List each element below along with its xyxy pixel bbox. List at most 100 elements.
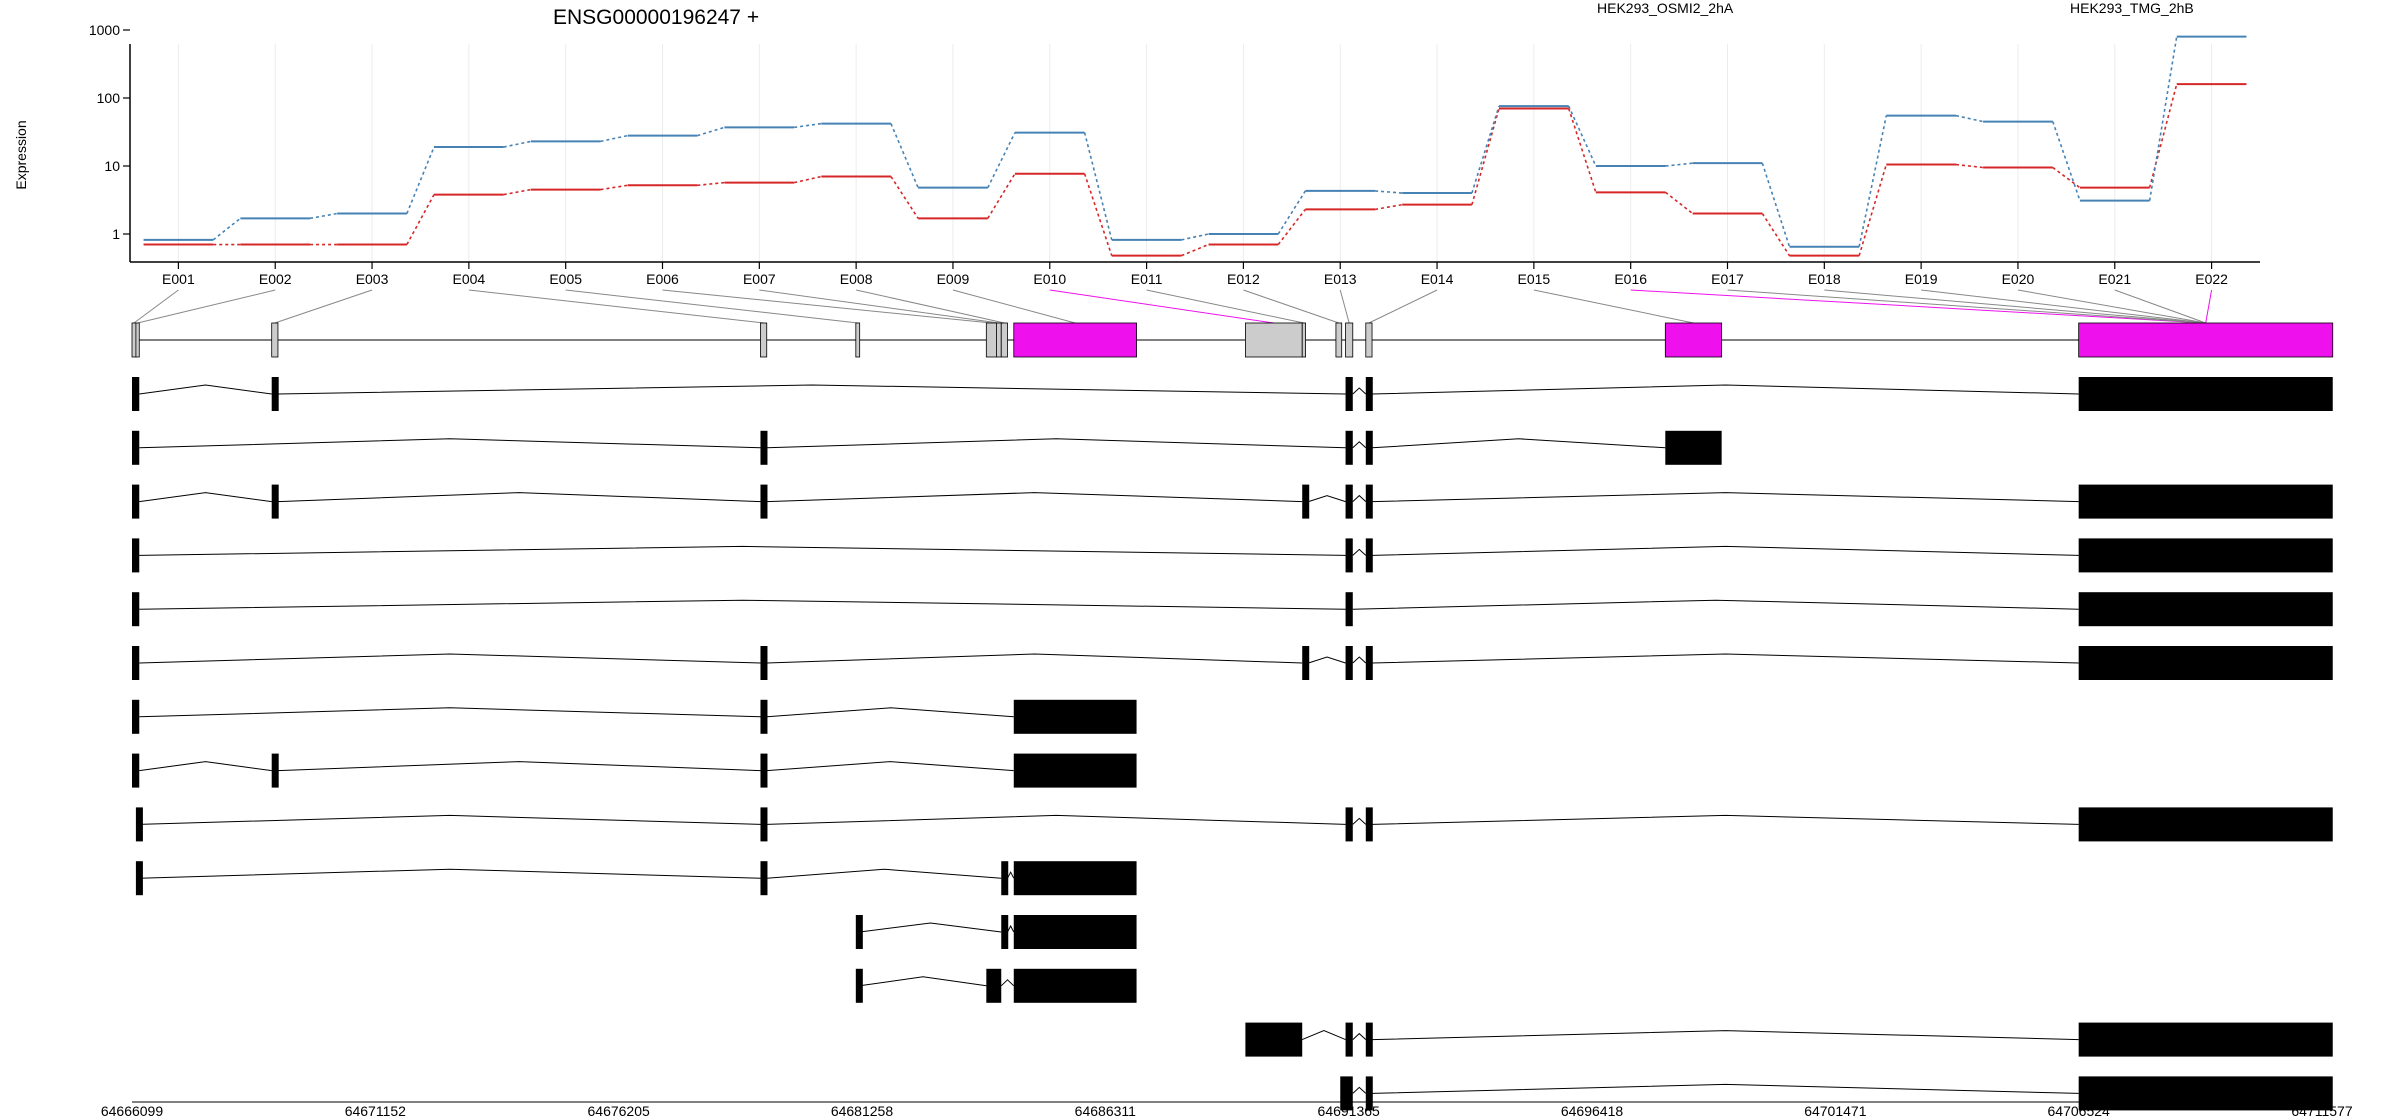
transcript-intron (766, 868, 1002, 879)
transcript-intron (766, 761, 1014, 772)
gene-model-exon (2078, 322, 2334, 358)
series-connector (1955, 114, 1984, 123)
transcript-exon (271, 753, 279, 788)
series-connector (503, 140, 531, 148)
transcript-intron (1352, 387, 1367, 395)
transcript-exon (2078, 538, 2333, 573)
transcript-exon (1345, 377, 1353, 411)
transcript-intron (1007, 924, 1015, 933)
transcript-intron (1308, 656, 1346, 664)
transcript-exon (1001, 915, 1009, 949)
series-connector (1277, 208, 1307, 246)
exon-connector-line (1630, 289, 2206, 324)
gene-model-exon (1345, 322, 1354, 358)
series-1 (143, 83, 2247, 257)
gene-model-exon (1000, 322, 1008, 358)
transcript-exon (760, 430, 768, 465)
series-connector (1955, 163, 1984, 169)
exon-connector-line (1368, 289, 1438, 324)
transcript-intron (1352, 441, 1367, 449)
series-connector (212, 217, 241, 241)
transcript-6 (132, 646, 2333, 680)
y-tick-label: 10 (104, 158, 120, 174)
transcript-exon (132, 646, 140, 680)
x-tick-label-e020: E020 (2002, 271, 2035, 287)
gene-model-exon (131, 322, 137, 358)
transcript-13 (1245, 1022, 2333, 1057)
x-tick-label-e014: E014 (1421, 271, 1454, 287)
transcript-intron (859, 976, 987, 987)
x-tick-label-e017: E017 (1711, 271, 1744, 287)
series-connector (1858, 164, 1888, 256)
x-tick-label-e019: E019 (1905, 271, 1938, 287)
transcript-intron (1372, 814, 2079, 825)
gene-model-exon (1244, 322, 1303, 358)
series-connector (2052, 121, 2081, 201)
series-connector (1761, 213, 1791, 257)
transcript-exon (1001, 861, 1009, 896)
transcript-exon (1245, 1022, 1303, 1057)
transcript-exon (1345, 646, 1353, 680)
transcript-intron (1352, 1086, 1367, 1094)
transcript-exon (2078, 1022, 2333, 1057)
exon-connector-lines (133, 289, 2213, 324)
transcript-intron (766, 707, 1014, 718)
transcript-intron (1372, 1030, 2079, 1041)
transcript-intron (139, 707, 761, 718)
transcript-exon (986, 968, 1002, 1003)
x-tick-label-e002: E002 (259, 271, 292, 287)
transcript-intron (139, 492, 272, 503)
series-connector (987, 173, 1016, 219)
transcript-9 (135, 807, 2333, 842)
transcript-exon (2078, 807, 2333, 842)
genomic-coordinate-axis: 64666099 64671152 64676205 64681258 64686311… (101, 1101, 2353, 1119)
transcript-exon (132, 753, 140, 788)
series-connector (1858, 115, 1888, 247)
gene-model-exon (760, 322, 768, 358)
exon-connector-line (1533, 289, 1694, 324)
transcript-exon (1365, 646, 1373, 680)
exon-connector-line (2017, 289, 2206, 324)
transcript-intron (1372, 545, 2079, 556)
transcript-intron (1000, 979, 1015, 987)
transcript-exon (271, 484, 279, 519)
series-connector (697, 181, 725, 187)
y-tick-label: 1 (112, 226, 120, 242)
transcript-exon (1302, 484, 1310, 519)
transcript-intron (766, 438, 1346, 449)
transcript-exon (1365, 377, 1373, 411)
gene-model-exon (1013, 322, 1137, 358)
exon-connector-line (2205, 289, 2213, 324)
transcript-exon (760, 484, 768, 519)
x-tick-label-e022: E022 (2195, 271, 2228, 287)
gene-model-exon (135, 322, 140, 358)
gene-model (131, 322, 2334, 358)
transcript-exon (2078, 646, 2333, 680)
chart-axes: 1 10 100 1000 E001 E002 E003 E004 E005 E006 E007 E0… (89, 22, 2260, 287)
exon-connector-line (1049, 289, 1274, 324)
series-connector (1665, 191, 1694, 215)
exon-connector-line (133, 289, 179, 324)
transcript-intron (1302, 1030, 1346, 1041)
transcript-exon (132, 699, 140, 734)
transcript-exon (135, 861, 143, 896)
transcript-tracks (132, 377, 2333, 1111)
transcript-exon (1365, 1022, 1373, 1057)
transcript-exon (1345, 430, 1353, 465)
transcript-exon (1345, 807, 1353, 842)
series-connector (1761, 162, 1791, 247)
series-connector (1083, 132, 1113, 241)
exon-connector-line (274, 289, 373, 324)
series-connector (600, 134, 628, 143)
transcript-exon (1365, 538, 1373, 573)
transcript-intron (277, 384, 1346, 395)
transcript-2 (132, 430, 1722, 465)
genomic-tick-label: 64686311 (1075, 1103, 1136, 1119)
series-connector (1181, 233, 1209, 241)
transcript-exon (1665, 430, 1722, 465)
genomic-tick-label: 64666099 (101, 1103, 164, 1119)
series-connector (1181, 243, 1209, 257)
exon-connector-line (952, 289, 1076, 324)
transcript-intron (1372, 438, 1666, 449)
